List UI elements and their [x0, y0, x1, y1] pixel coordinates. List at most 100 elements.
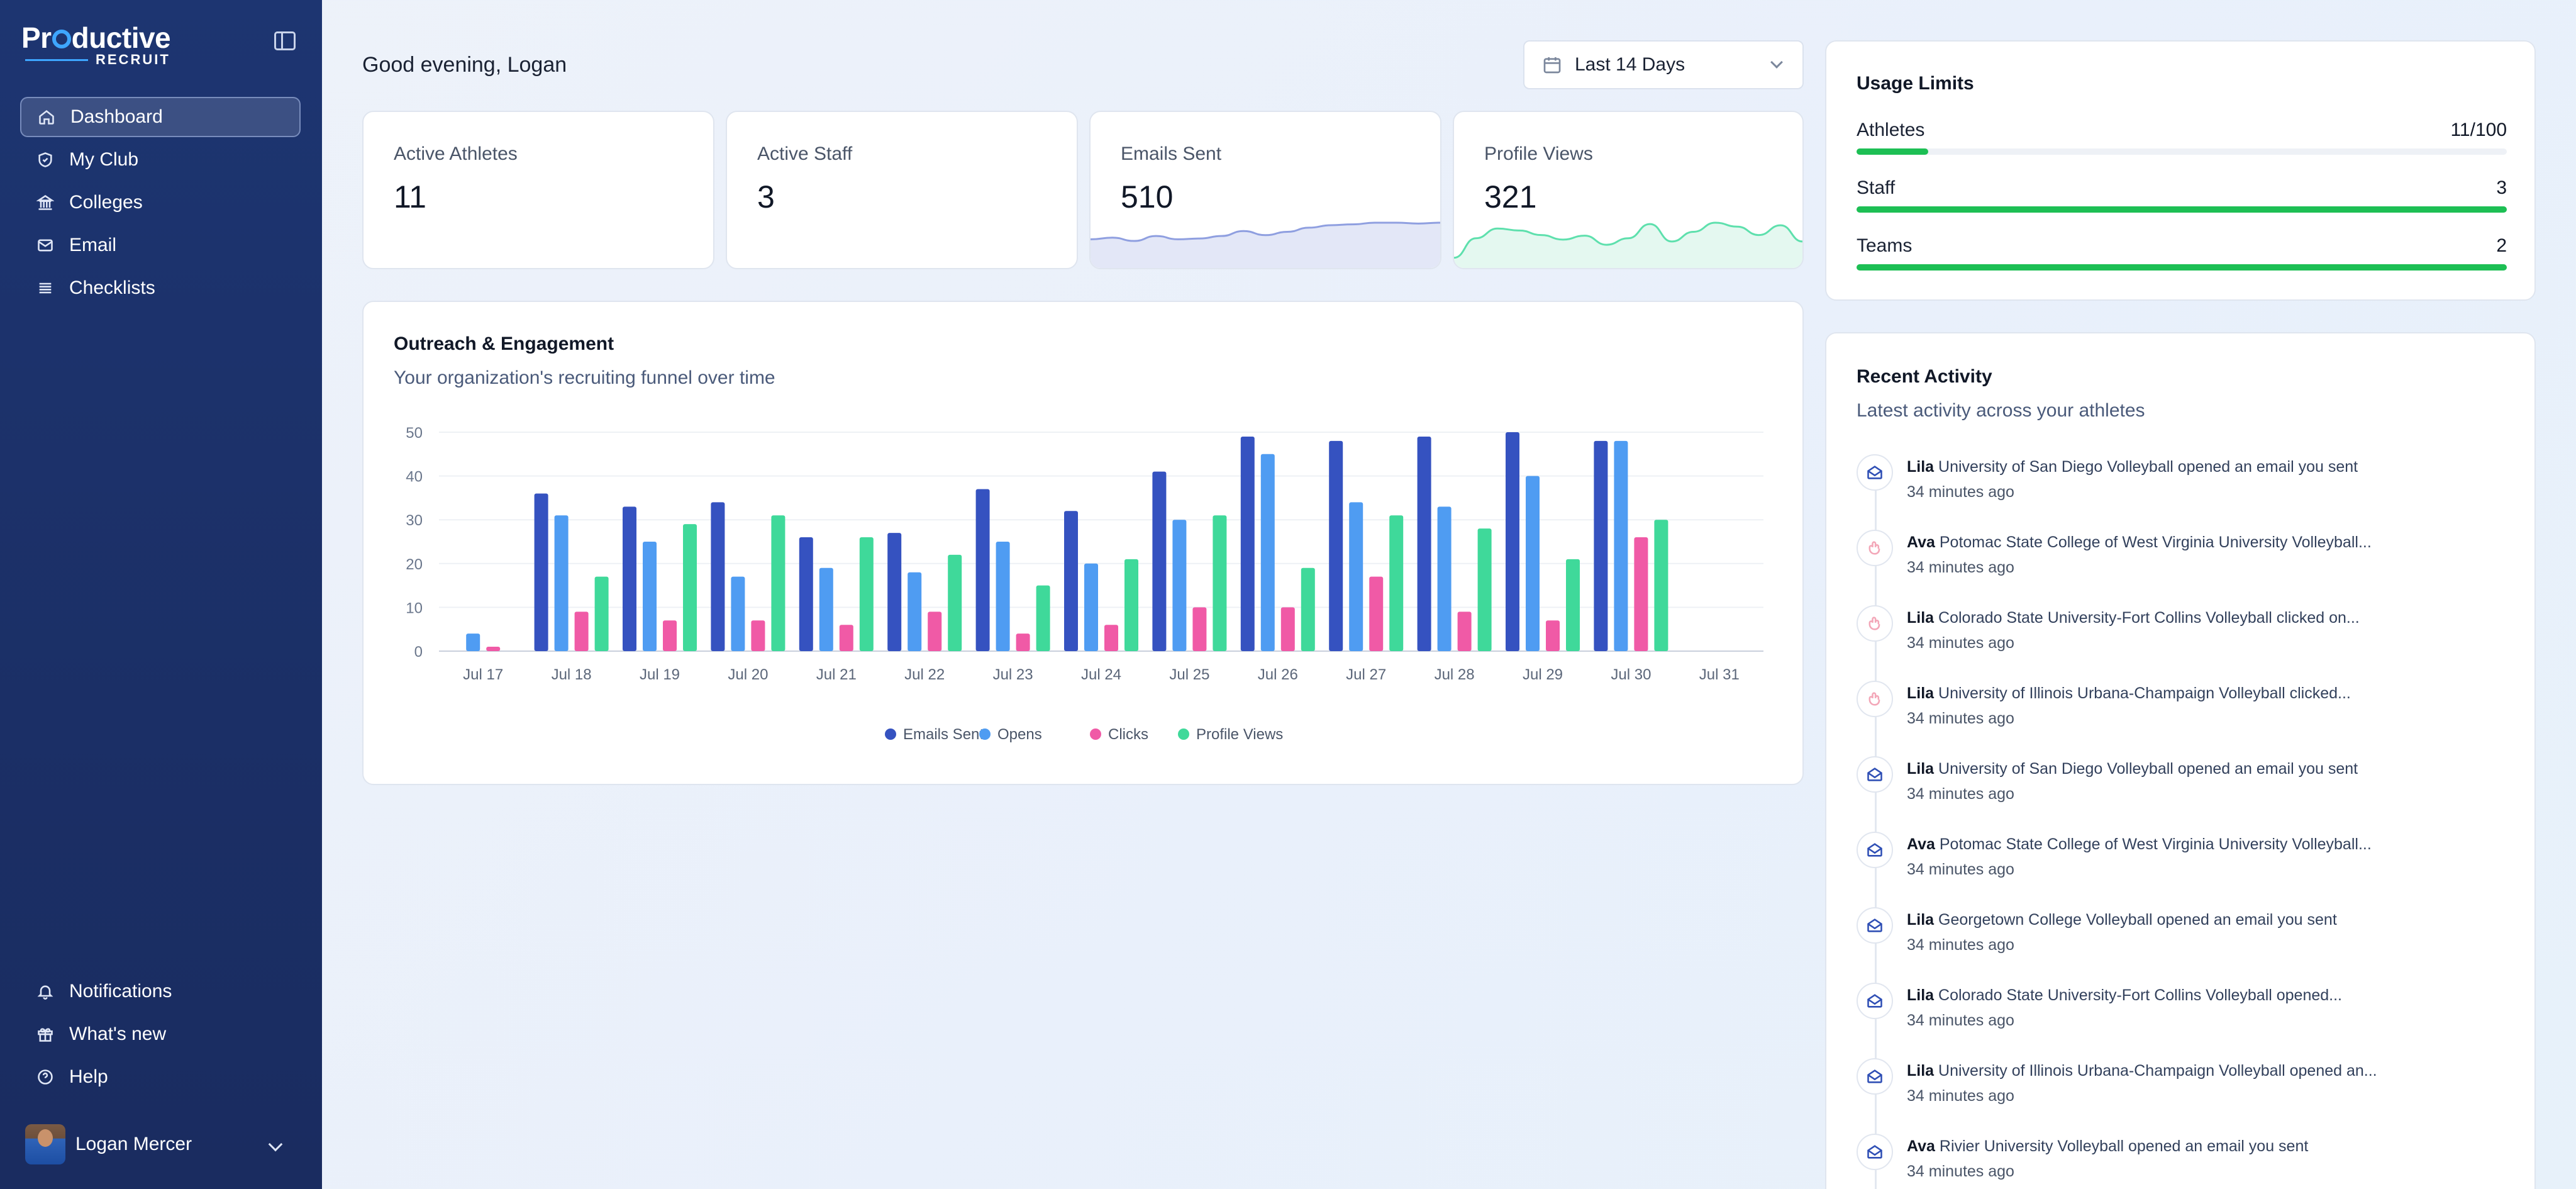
- activity-item[interactable]: Lila Georgetown College Volleyball opene…: [1857, 907, 2523, 970]
- activity-athlete[interactable]: Ava: [1907, 835, 1935, 853]
- activity-item[interactable]: Lila University of San Diego Volleyball …: [1857, 454, 2523, 517]
- sidebar-item-my-club[interactable]: My Club: [20, 140, 301, 180]
- activity-item[interactable]: Ava Rivier University Volleyball opened …: [1857, 1134, 2523, 1189]
- bar-profile-views[interactable]: [1566, 559, 1580, 651]
- activity-item[interactable]: Lila Colorado State University-Fort Coll…: [1857, 983, 2523, 1046]
- legend-label[interactable]: Opens: [997, 726, 1042, 743]
- bar-opens[interactable]: [1084, 563, 1098, 651]
- activity-item[interactable]: Lila University of Illinois Urbana-Champ…: [1857, 681, 2523, 744]
- sidebar-item-notifications[interactable]: Notifications: [20, 971, 301, 1012]
- activity-item[interactable]: Lila University of San Diego Volleyball …: [1857, 756, 2523, 819]
- logo[interactable]: Pr ductive RECRUIT: [21, 23, 171, 68]
- bar-opens[interactable]: [1349, 502, 1363, 651]
- bar-emails-sent[interactable]: [975, 489, 990, 651]
- bar-profile-views[interactable]: [1654, 520, 1668, 651]
- activity-athlete[interactable]: Lila: [1907, 684, 1935, 702]
- bar-opens[interactable]: [1614, 440, 1628, 651]
- stat-value: 510: [1121, 179, 1174, 215]
- stat-card-active-athletes[interactable]: Active Athletes 11: [362, 111, 714, 269]
- bar-opens[interactable]: [996, 542, 1010, 651]
- bar-clicks[interactable]: [1104, 625, 1118, 651]
- bar-emails-sent[interactable]: [887, 533, 902, 651]
- activity-athlete[interactable]: Lila: [1907, 1062, 1935, 1080]
- activity-athlete[interactable]: Lila: [1907, 760, 1935, 778]
- legend-label[interactable]: Clicks: [1108, 726, 1148, 743]
- bar-opens[interactable]: [643, 542, 657, 651]
- activity-item[interactable]: Ava Potomac State College of West Virgin…: [1857, 530, 2523, 593]
- bar-opens[interactable]: [1260, 454, 1275, 651]
- sidebar-item-whats-new[interactable]: What's new: [20, 1014, 301, 1054]
- bar-clicks[interactable]: [486, 647, 501, 651]
- activity-item[interactable]: Ava Potomac State College of West Virgin…: [1857, 832, 2523, 895]
- bar-profile-views[interactable]: [683, 524, 697, 651]
- sidebar-item-help[interactable]: Help: [20, 1057, 301, 1097]
- stat-card-emails-sent[interactable]: Emails Sent 510: [1089, 111, 1441, 269]
- bar-emails-sent[interactable]: [1064, 511, 1078, 651]
- activity-athlete[interactable]: Lila: [1907, 609, 1935, 627]
- bar-opens[interactable]: [554, 515, 569, 651]
- sidebar-item-email[interactable]: Email: [20, 225, 301, 265]
- x-tick-label: Jul 29: [1523, 666, 1563, 683]
- bar-profile-views[interactable]: [1389, 515, 1404, 651]
- bar-clicks[interactable]: [751, 620, 765, 651]
- bar-emails-sent[interactable]: [799, 537, 813, 651]
- stat-card-active-staff[interactable]: Active Staff 3: [726, 111, 1078, 269]
- sidebar-toggle-icon[interactable]: [274, 31, 296, 50]
- bar-emails-sent[interactable]: [1417, 436, 1431, 651]
- bar-profile-views[interactable]: [948, 554, 962, 651]
- bar-emails-sent[interactable]: [534, 493, 548, 651]
- activity-item[interactable]: Lila Colorado State University-Fort Coll…: [1857, 605, 2523, 668]
- bar-emails-sent[interactable]: [1506, 432, 1519, 651]
- date-range-select[interactable]: Last 14 Days: [1523, 40, 1804, 89]
- bar-profile-views[interactable]: [594, 576, 609, 651]
- bar-profile-views[interactable]: [1124, 559, 1138, 651]
- legend-label[interactable]: Profile Views: [1196, 726, 1283, 743]
- bar-emails-sent[interactable]: [711, 502, 725, 651]
- bar-clicks[interactable]: [574, 611, 589, 651]
- bar-profile-views[interactable]: [1036, 585, 1050, 651]
- bar-opens[interactable]: [908, 572, 922, 651]
- bar-profile-views[interactable]: [1477, 528, 1492, 651]
- activity-athlete[interactable]: Ava: [1907, 533, 1935, 551]
- bar-clicks[interactable]: [928, 611, 942, 651]
- bar-clicks[interactable]: [1546, 620, 1560, 651]
- activity-text: Ava Potomac State College of West Virgin…: [1907, 835, 2372, 854]
- bar-emails-sent[interactable]: [623, 506, 636, 651]
- stat-card-profile-views[interactable]: Profile Views 321: [1453, 111, 1804, 269]
- bar-opens[interactable]: [1437, 506, 1452, 651]
- bar-opens[interactable]: [466, 634, 480, 651]
- bar-opens[interactable]: [1526, 476, 1540, 651]
- bar-profile-views[interactable]: [1213, 515, 1227, 651]
- activity-description: Georgetown College Volleyball opened an …: [1934, 911, 2337, 929]
- mail-open-icon: [1857, 454, 1893, 491]
- bar-clicks[interactable]: [1016, 634, 1030, 651]
- activity-athlete[interactable]: Lila: [1907, 986, 1935, 1004]
- bar-emails-sent[interactable]: [1240, 436, 1255, 651]
- bar-clicks[interactable]: [1457, 611, 1472, 651]
- bar-opens[interactable]: [1172, 520, 1187, 651]
- bar-clicks[interactable]: [663, 620, 677, 651]
- user-menu[interactable]: Logan Mercer: [25, 1124, 289, 1165]
- bar-clicks[interactable]: [1369, 576, 1384, 651]
- sidebar-item-dashboard[interactable]: Dashboard: [20, 97, 301, 137]
- bar-clicks[interactable]: [1192, 607, 1207, 651]
- sidebar-item-checklists[interactable]: Checklists: [20, 268, 301, 308]
- sidebar-item-colleges[interactable]: Colleges: [20, 182, 301, 223]
- bar-opens[interactable]: [731, 576, 745, 651]
- bar-emails-sent[interactable]: [1329, 440, 1343, 651]
- bar-profile-views[interactable]: [859, 537, 874, 651]
- timeline-line: [1875, 472, 1877, 1189]
- legend-label[interactable]: Emails Sent: [903, 726, 984, 743]
- bar-clicks[interactable]: [1634, 537, 1648, 651]
- activity-athlete[interactable]: Ava: [1907, 1137, 1935, 1155]
- bar-profile-views[interactable]: [771, 515, 786, 651]
- activity-athlete[interactable]: Lila: [1907, 911, 1935, 929]
- bar-clicks[interactable]: [1280, 607, 1295, 651]
- activity-item[interactable]: Lila University of Illinois Urbana-Champ…: [1857, 1058, 2523, 1121]
- bar-opens[interactable]: [819, 567, 833, 651]
- bar-profile-views[interactable]: [1301, 567, 1315, 651]
- activity-athlete[interactable]: Lila: [1907, 458, 1935, 476]
- bar-emails-sent[interactable]: [1594, 440, 1608, 651]
- bar-clicks[interactable]: [839, 625, 853, 651]
- bar-emails-sent[interactable]: [1152, 471, 1167, 651]
